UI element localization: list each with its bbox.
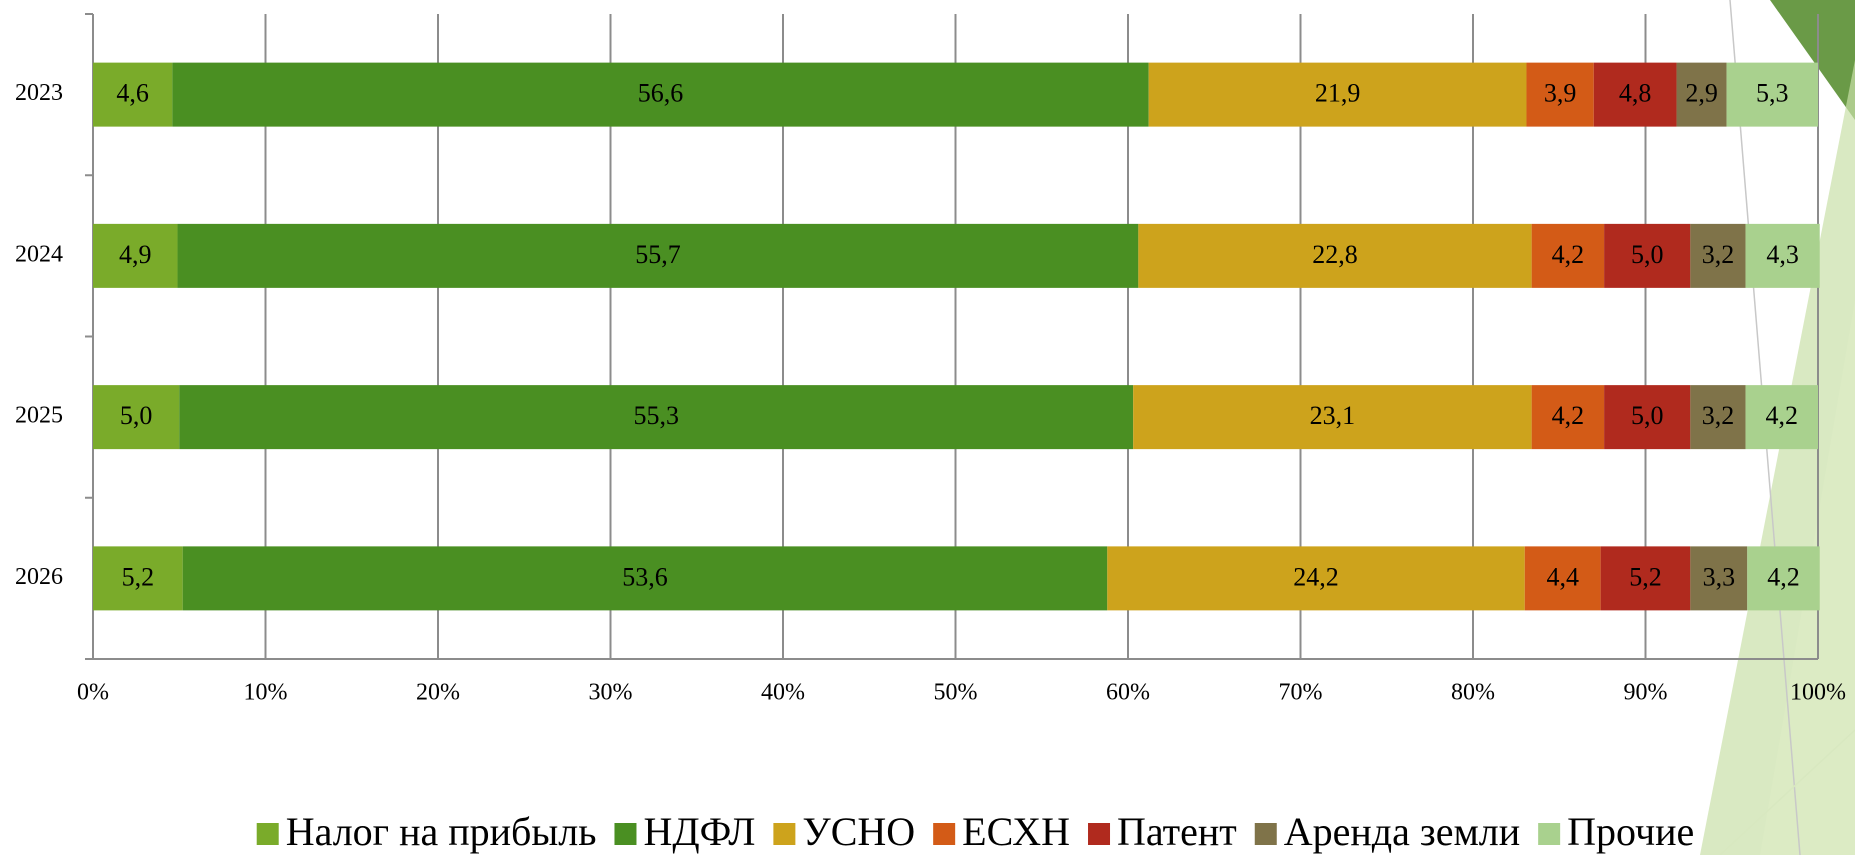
x-tick-label: 90% xyxy=(1624,680,1668,706)
data-label: 5,0 xyxy=(1631,401,1664,430)
x-tick-label: 10% xyxy=(244,680,288,706)
data-label: 3,2 xyxy=(1702,401,1735,430)
x-tick-label: 100% xyxy=(1790,680,1846,706)
data-label: 4,2 xyxy=(1552,240,1585,269)
data-label: 56,6 xyxy=(638,79,684,108)
legend-swatch xyxy=(933,823,955,845)
data-label: 23,1 xyxy=(1310,401,1356,430)
legend: Налог на прибыль НДФЛ УСНО ЕСХН Патент Аренда… xyxy=(257,809,1695,854)
x-tick-label: 0% xyxy=(77,680,109,706)
data-label: 4,2 xyxy=(1766,401,1799,430)
x-tick-label: 60% xyxy=(1106,680,1150,706)
data-label: 4,8 xyxy=(1619,79,1652,108)
legend-swatch xyxy=(1538,823,1560,845)
legend-label: Патент xyxy=(1117,809,1237,854)
data-label: 5,0 xyxy=(120,401,153,430)
data-label: 24,2 xyxy=(1293,562,1339,591)
data-label: 5,3 xyxy=(1756,79,1789,108)
y-tick-label: 2023 xyxy=(15,80,63,106)
chart: 0% 10% 20% 30% 40% 50% 60% 70% 80% 90% 100% 2023 4,6… xyxy=(0,0,1855,855)
legend-label: НДФЛ xyxy=(643,809,755,854)
legend-label: УСНО xyxy=(802,809,915,854)
y-tick-label: 2025 xyxy=(15,403,63,429)
x-tick-label: 50% xyxy=(934,680,978,706)
legend-swatch xyxy=(257,823,279,845)
data-label: 4,6 xyxy=(116,79,149,108)
legend-swatch xyxy=(614,823,636,845)
data-label: 4,9 xyxy=(119,240,152,269)
data-label: 4,2 xyxy=(1767,562,1800,591)
data-label: 22,8 xyxy=(1312,240,1358,269)
data-label: 2,9 xyxy=(1685,79,1718,108)
data-label: 21,9 xyxy=(1315,79,1361,108)
x-tick-label: 40% xyxy=(761,680,805,706)
data-label: 5,0 xyxy=(1631,240,1664,269)
data-label: 3,2 xyxy=(1702,240,1735,269)
data-label: 55,7 xyxy=(635,240,681,269)
y-tick-label: 2026 xyxy=(15,564,63,590)
data-label: 3,9 xyxy=(1544,79,1577,108)
legend-label: Прочие xyxy=(1567,809,1694,854)
data-label: 5,2 xyxy=(122,562,155,591)
legend-label: ЕСХН xyxy=(962,809,1070,854)
legend-label: Налог на прибыль xyxy=(286,809,597,854)
data-label: 4,2 xyxy=(1552,401,1585,430)
legend-swatch xyxy=(1255,823,1277,845)
data-label: 5,2 xyxy=(1629,562,1662,591)
legend-label: Аренда земли xyxy=(1284,809,1520,854)
legend-swatch xyxy=(773,823,795,845)
x-tick-label: 30% xyxy=(589,680,633,706)
data-label: 53,6 xyxy=(622,562,668,591)
data-label: 4,4 xyxy=(1546,562,1579,591)
x-tick-label: 20% xyxy=(416,680,460,706)
data-label: 55,3 xyxy=(633,401,679,430)
y-tick-label: 2024 xyxy=(15,241,63,267)
x-tick-label: 80% xyxy=(1451,680,1495,706)
data-label: 4,3 xyxy=(1766,240,1799,269)
data-label: 3,3 xyxy=(1703,562,1736,591)
x-tick-label: 70% xyxy=(1279,680,1323,706)
legend-swatch xyxy=(1088,823,1110,845)
